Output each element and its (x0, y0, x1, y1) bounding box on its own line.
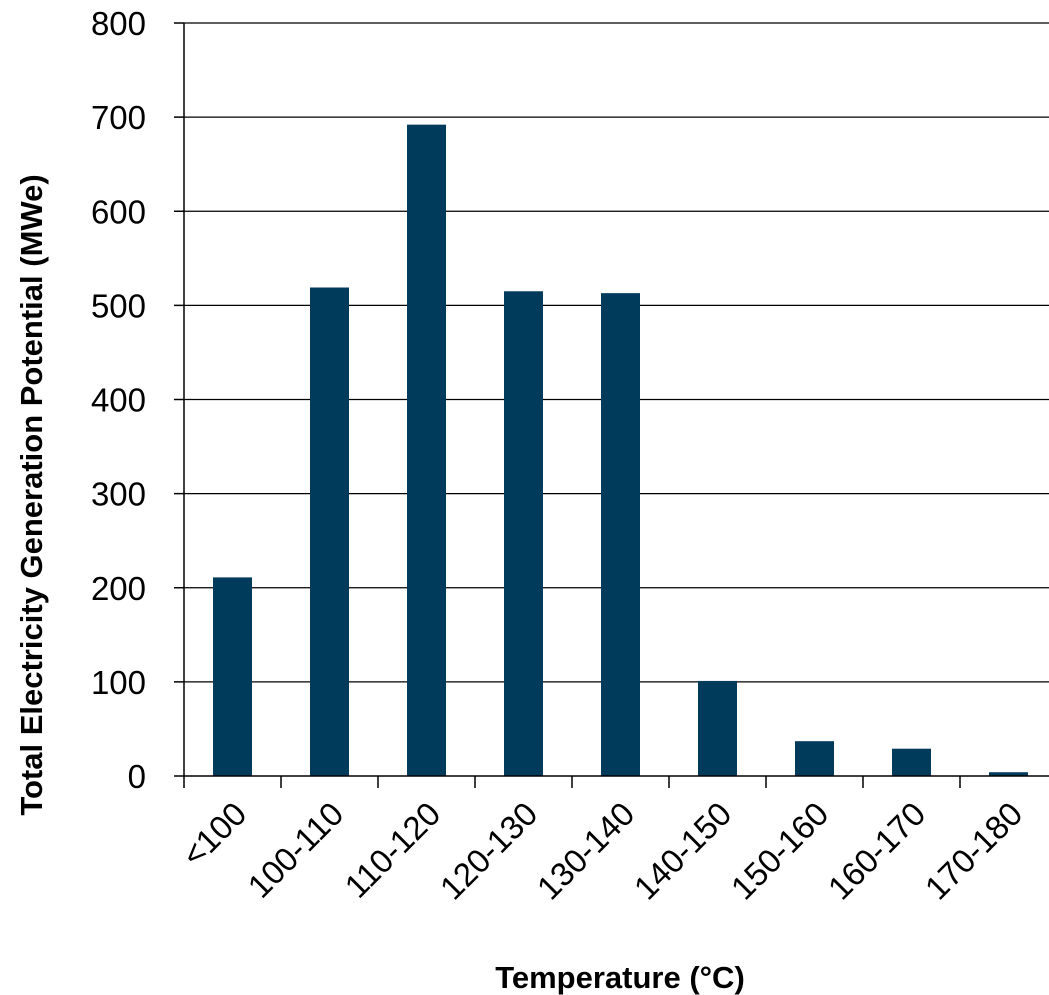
y-tick-label: 0 (128, 758, 146, 795)
x-axis-ticks: <100100-110110-120120-130130-140140-1501… (175, 776, 1030, 907)
x-tick-label: 140-150 (627, 795, 739, 907)
x-tick-label: 170-180 (918, 795, 1030, 907)
x-tick-label: 100-110 (240, 795, 350, 905)
x-tick-label: 120-130 (433, 795, 545, 907)
y-tick-label: 500 (91, 287, 146, 324)
bar (310, 287, 349, 776)
x-axis-title: Temperature (°C) (495, 960, 745, 995)
y-tick-label: 100 (91, 664, 146, 701)
bar (989, 772, 1028, 776)
y-axis-title: Total Electricity Generation Potential (… (14, 174, 49, 815)
y-tick-label: 700 (91, 99, 146, 136)
bar (213, 577, 252, 776)
bars (213, 124, 1028, 776)
y-tick-label: 200 (91, 570, 146, 607)
x-tick-label: <100 (175, 795, 254, 874)
bar (698, 680, 737, 776)
x-tick-label: 160-170 (821, 795, 933, 907)
bar (504, 291, 543, 776)
x-tick-label: 130-140 (530, 795, 642, 907)
y-tick-label: 800 (91, 5, 146, 42)
x-tick-label: 150-160 (724, 795, 836, 907)
y-axis-ticks: 0 100 200 300 400 500 600 700 800 (91, 5, 184, 795)
bar (795, 741, 834, 776)
y-tick-label: 300 (91, 476, 146, 513)
bar (407, 124, 446, 776)
y-tick-label: 400 (91, 382, 146, 419)
bar (601, 293, 640, 776)
x-tick-label: 110-120 (337, 795, 447, 905)
bar (892, 748, 931, 776)
y-tick-label: 600 (91, 193, 146, 230)
